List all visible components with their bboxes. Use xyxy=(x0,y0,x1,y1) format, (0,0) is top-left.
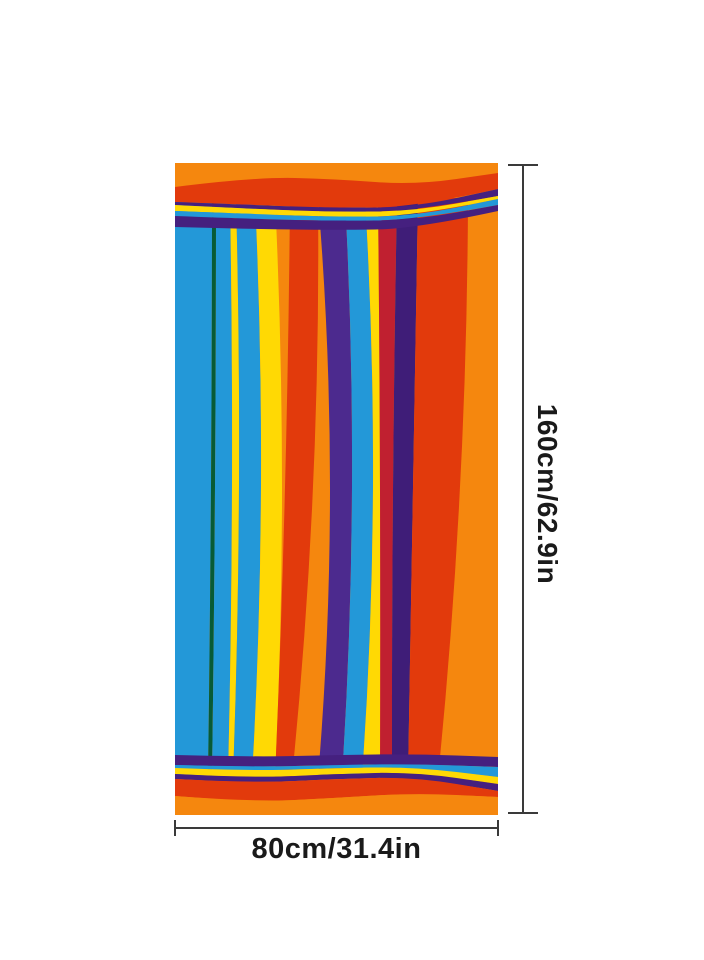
height-dimension-cap-top xyxy=(508,164,538,166)
height-dimension-label: 160cm/62.9in xyxy=(532,403,563,585)
width-dimension-line xyxy=(175,827,498,829)
width-dimension-cap-left xyxy=(174,820,176,836)
towel-illustration xyxy=(175,163,498,815)
width-dimension-label: 80cm/31.4in xyxy=(251,833,422,865)
height-dimension-cap-bottom xyxy=(508,812,538,814)
height-dimension-line xyxy=(522,165,524,813)
width-dimension-cap-right xyxy=(497,820,499,836)
towel-stripe-art xyxy=(175,163,498,815)
